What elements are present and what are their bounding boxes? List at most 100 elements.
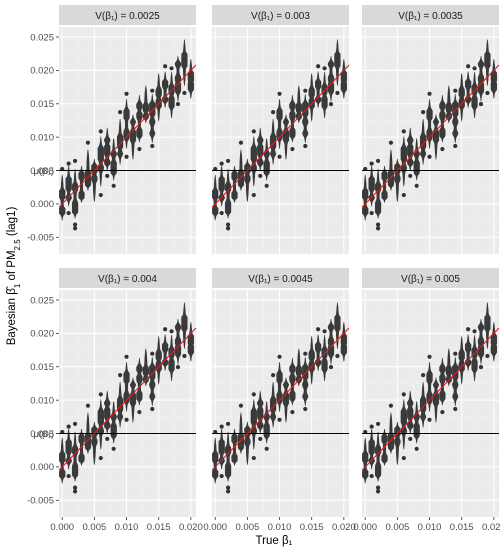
violin — [136, 95, 143, 143]
x-tick-label: 0.010 — [268, 522, 292, 533]
violin — [308, 336, 315, 385]
violin — [413, 138, 420, 181]
outlier-point — [375, 158, 381, 164]
y-tick-label: -0.005 — [27, 496, 54, 507]
x-tick-label: 0.010 — [115, 522, 139, 533]
outlier-point — [427, 154, 432, 159]
outlier-point — [363, 429, 368, 435]
identity-line — [211, 327, 350, 471]
y-tick-label: 0.025 — [30, 32, 54, 43]
violin — [263, 138, 270, 181]
outlier-point — [219, 161, 224, 166]
violin — [484, 39, 491, 86]
x-tick-label: 0.005 — [82, 522, 106, 533]
outlier-point — [219, 424, 224, 429]
facet-strip-label: V(β₁) = 0.004 — [98, 274, 157, 285]
outlier-point — [453, 143, 458, 149]
violin — [471, 72, 478, 119]
outlier-point — [421, 373, 426, 378]
outlier-point — [182, 90, 187, 96]
outlier-point — [328, 101, 334, 107]
facet-panel: V(β₁) = 0.0025 -0.005 0.000 0.005 0.010 0.015… — [27, 5, 197, 254]
violin — [116, 119, 124, 165]
outlier-point — [150, 88, 155, 93]
violin — [187, 59, 194, 99]
violin — [289, 95, 296, 143]
outlier-point — [66, 210, 71, 216]
facet-panel: V(β₁) = 0.004 -0.005 0.000 0.005 0.010 0.015 0… — [27, 268, 203, 533]
violin — [129, 114, 137, 160]
outlier-point — [303, 406, 308, 412]
outlier-point — [277, 154, 282, 159]
outlier-point — [472, 66, 477, 71]
outlier-point — [137, 146, 142, 152]
outlier-point — [375, 489, 381, 494]
violin — [484, 302, 491, 349]
outlier-point — [401, 129, 406, 134]
facet-strip-label: V(β₁) = 0.0025 — [95, 11, 160, 22]
outlier-point — [290, 409, 295, 415]
x-tick-label: 0.005 — [235, 522, 259, 533]
outlier-point — [401, 392, 406, 397]
violin — [97, 399, 104, 450]
y-tick-label: 0.025 — [30, 295, 54, 306]
x-tick-label: 0.015 — [147, 522, 171, 533]
outlier-point — [388, 140, 394, 145]
violin — [400, 399, 407, 450]
facet-strip — [212, 5, 349, 25]
y-tick-label: 0.020 — [30, 66, 54, 77]
outlier-point — [453, 88, 458, 93]
outlier-point — [258, 436, 263, 442]
outlier-point — [72, 222, 78, 227]
x-tick-label: 0.020 — [179, 522, 203, 533]
violin — [374, 168, 382, 219]
mu-tick-label: μ(β₁) — [34, 166, 54, 177]
violin — [407, 390, 414, 435]
outlier-point — [213, 429, 218, 435]
outlier-point — [225, 421, 231, 427]
outlier-point — [375, 226, 381, 231]
outlier-point — [238, 140, 244, 145]
outlier-point — [213, 166, 218, 172]
facet-strip-label: V(β₁) = 0.0045 — [248, 274, 313, 285]
violin — [104, 390, 111, 435]
violin — [289, 358, 296, 406]
outlier-point — [303, 351, 308, 356]
violin — [490, 322, 497, 362]
outlier-point — [363, 166, 368, 172]
violin — [295, 85, 302, 123]
outlier-point — [478, 364, 484, 370]
facet-strip — [59, 5, 196, 25]
facet-strip — [59, 268, 196, 288]
outlier-point — [388, 403, 394, 408]
facet-strip-label: V(β₁) = 0.003 — [251, 11, 310, 22]
outlier-point — [251, 129, 256, 134]
violin — [490, 59, 497, 99]
violin — [110, 138, 117, 181]
outlier-point — [219, 210, 224, 216]
outlier-point — [150, 351, 155, 356]
outlier-point — [219, 473, 224, 479]
outlier-point — [414, 446, 419, 451]
violin — [439, 358, 446, 406]
x-tick-label: 0.015 — [300, 522, 324, 533]
violin — [407, 127, 414, 172]
violin — [142, 348, 149, 386]
outlier-point — [105, 173, 110, 179]
violin — [445, 85, 452, 123]
outlier-point — [98, 129, 103, 134]
outlier-point — [72, 485, 78, 490]
outlier-point — [225, 222, 231, 227]
facet-panel: V(β₁) = 0.0035 — [361, 5, 500, 254]
outlier-point — [427, 417, 432, 422]
outlier-point — [277, 354, 282, 359]
outlier-point — [124, 154, 129, 159]
mu-tick-label: μ(β₁) — [34, 429, 54, 440]
outlier-point — [401, 455, 406, 461]
outlier-point — [169, 329, 174, 334]
outlier-point — [369, 210, 374, 216]
violin — [168, 335, 175, 382]
violin — [445, 348, 452, 386]
y-tick-label: -0.005 — [27, 233, 54, 244]
violin — [420, 119, 427, 165]
